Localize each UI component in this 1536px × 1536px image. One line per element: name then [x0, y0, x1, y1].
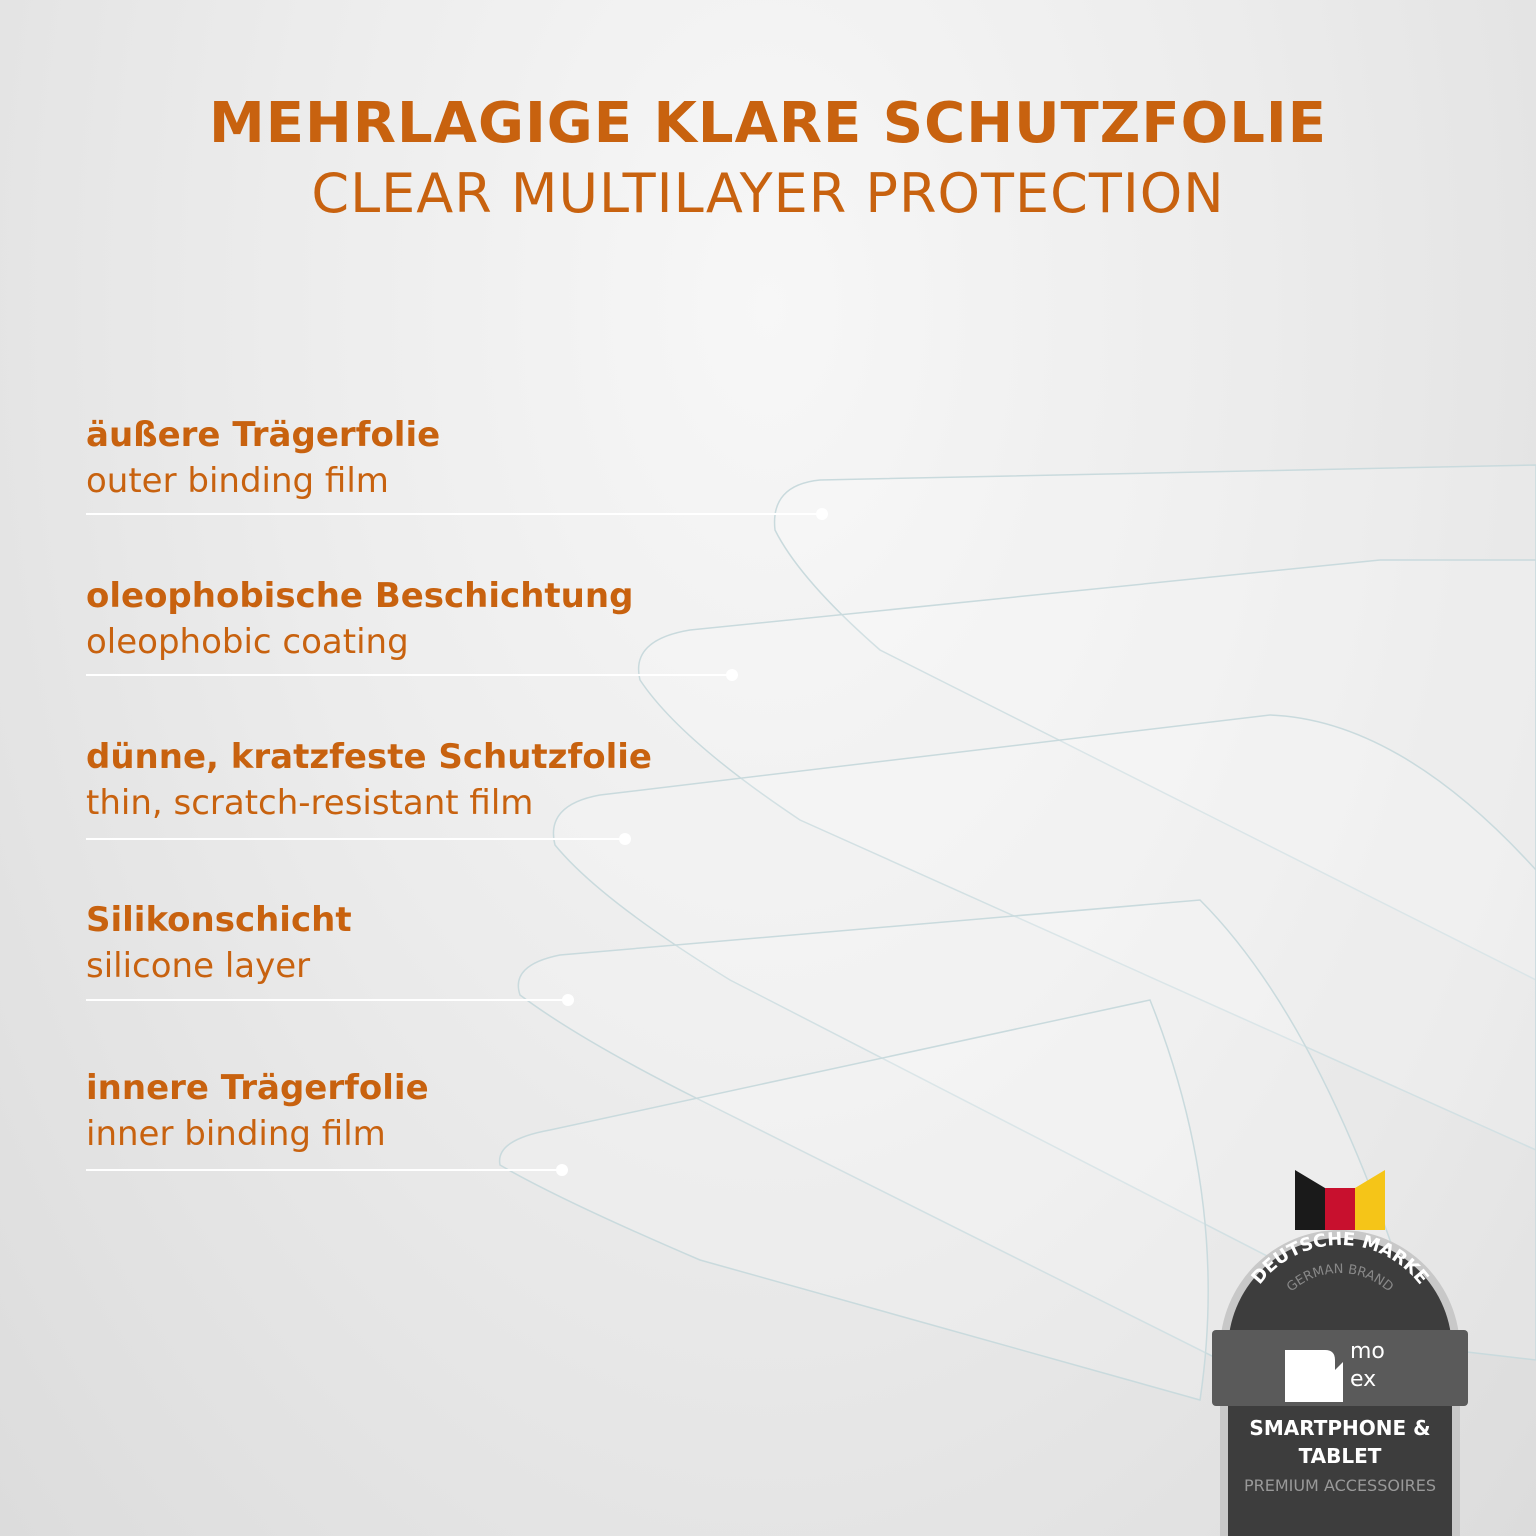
layer-label-oleophobic: oleophobische Beschichtung oleophobic co…	[86, 576, 633, 662]
pointer-dot	[726, 669, 738, 681]
title-english: CLEAR MULTILAYER PROTECTION	[311, 162, 1225, 225]
layer-name-en: outer binding film	[86, 461, 389, 501]
pointer-line	[86, 1169, 562, 1171]
flag-stripe-black	[1295, 1170, 1325, 1230]
title-german: MEHRLAGIGE KLARE SCHUTZFOLIE	[208, 91, 1327, 156]
badge-shape: DEUTSCHE MARKE GERMAN BRAND	[1212, 1170, 1468, 1536]
layer-name-en: thin, scratch-resistant film	[86, 783, 534, 823]
layer-name-de: innere Trägerfolie	[86, 1068, 429, 1108]
layer-name-en: oleophobic coating	[86, 622, 409, 662]
layer-name-en: silicone layer	[86, 946, 311, 986]
german-brand-badge: DEUTSCHE MARKE GERMAN BRAND mo ex SMARTP…	[1210, 1170, 1470, 1536]
layer-label-scratch-film: dünne, kratzfeste Schutzfolie thin, scra…	[86, 737, 652, 823]
layer-name-de: äußere Trägerfolie	[86, 415, 441, 455]
pointer-line	[86, 674, 732, 676]
layer-name-en: inner binding film	[86, 1114, 386, 1154]
moex-logo-mark	[1285, 1350, 1343, 1402]
pointer-line	[86, 513, 822, 515]
layer-name-de: oleophobische Beschichtung	[86, 576, 634, 616]
logo-text-mo: mo	[1350, 1339, 1385, 1364]
film-layer	[552, 714, 1536, 1361]
pointer-dot	[556, 1164, 568, 1176]
layer-label-silicone: Silikonschicht silicone layer	[86, 900, 352, 986]
badge-line-3: PREMIUM ACCESSOIRES	[1243, 1476, 1437, 1495]
pointer-line	[86, 838, 625, 840]
film-layer	[498, 999, 1209, 1401]
pointer-dot	[562, 994, 574, 1006]
flag-stripe-yellow	[1355, 1170, 1385, 1230]
badge-line-2: TABLET	[1298, 1444, 1382, 1468]
film-layer	[637, 559, 1536, 1151]
pointer-dot	[816, 508, 828, 520]
logo-text-ex: ex	[1350, 1367, 1377, 1392]
pointer-line	[86, 999, 568, 1001]
badge-line-1: SMARTPHONE &	[1249, 1416, 1431, 1440]
flag-stripe-red	[1325, 1188, 1355, 1230]
layer-name-de: dünne, kratzfeste Schutzfolie	[86, 737, 652, 777]
layer-label-inner-film: innere Trägerfolie inner binding film	[86, 1068, 429, 1154]
layer-name-de: Silikonschicht	[86, 900, 352, 940]
layer-label-outer-film: äußere Trägerfolie outer binding film	[86, 415, 440, 501]
pointer-dot	[619, 833, 631, 845]
film-layer	[773, 464, 1536, 981]
